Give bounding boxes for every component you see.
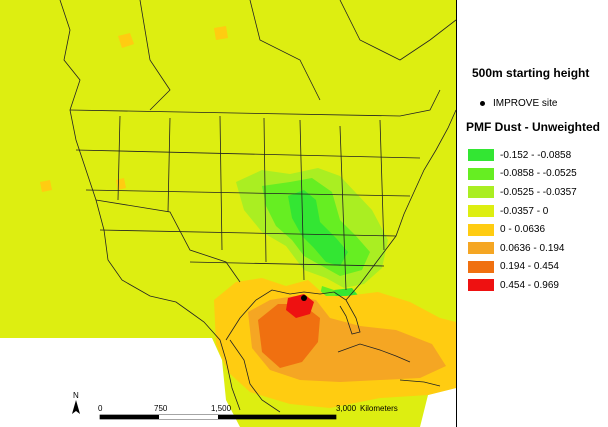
boundaries [59, 0, 456, 413]
dust-contribution-map: N 0 750 1,500 3,000 Kilometers [0, 0, 456, 427]
canada-province-lines [139, 0, 456, 111]
positive-speck [214, 26, 228, 40]
mexico-coast [229, 339, 281, 413]
legend-swatch [468, 242, 494, 255]
scale-tick-1500: 1,500 [211, 404, 232, 413]
legend-class-label: 0.194 - 0.454 [500, 261, 559, 273]
map-panel: N 0 750 1,500 3,000 Kilometers [0, 0, 456, 427]
legend-swatch [468, 167, 494, 180]
legend-swatch [468, 149, 494, 162]
canada-border [69, 89, 441, 117]
legend-swatch [468, 205, 494, 218]
positive-region-strong [258, 304, 320, 368]
north-arrow-label: N [73, 391, 79, 400]
legend-class-label: 0.454 - 0.969 [500, 279, 559, 291]
legend-site-entry: IMPROVE site [480, 98, 557, 109]
legend-class-row: 0 - 0.0636 [468, 220, 577, 239]
legend-class-row: 0.194 - 0.454 [468, 258, 577, 277]
positive-speck [118, 33, 134, 48]
legend-class-row: -0.0357 - 0 [468, 202, 577, 221]
legend-class-label: -0.0525 - -0.0357 [500, 186, 577, 198]
legend-class-row: 0.454 - 0.969 [468, 276, 577, 295]
black-dot-icon [480, 100, 485, 106]
legend-heading: PMF Dust - Unweighted [466, 120, 600, 134]
mexico-border [95, 199, 241, 283]
legend-class-row: -0.0858 - -0.0525 [468, 165, 577, 184]
scale-tick-3000: 3,000 [336, 404, 357, 413]
state-lines-vertical [117, 115, 385, 291]
scale-unit: Kilometers [360, 404, 398, 413]
scale-tick-750: 750 [154, 404, 168, 413]
gulf-coast-line [225, 289, 361, 341]
improve-site-marker [301, 295, 307, 301]
legend-swatch [468, 223, 494, 236]
legend-site-label: IMPROVE site [493, 98, 558, 109]
legend-class-row: -0.0525 - -0.0357 [468, 183, 577, 202]
legend-class-label: -0.0858 - -0.0525 [500, 168, 577, 180]
legend-class-label: 0.0636 - 0.194 [500, 242, 565, 254]
positive-region-peak [286, 294, 314, 318]
negative-region-strong [288, 190, 348, 266]
legend-class-label: -0.152 - -0.0858 [500, 149, 572, 161]
east-coast-line [345, 109, 456, 301]
no-data-area-southeast [420, 388, 456, 427]
legend-swatch [468, 186, 494, 199]
legend-class-row: 0.0636 - 0.194 [468, 239, 577, 258]
legend-title: 500m starting height [472, 66, 590, 80]
north-arrow: N [72, 391, 80, 414]
state-lines-horizontal [75, 149, 421, 267]
legend-swatch [468, 260, 494, 273]
map-border [456, 0, 457, 427]
legend-class-row: -0.152 - -0.0858 [468, 146, 577, 165]
no-data-area [0, 338, 240, 427]
west-coast-line [59, 0, 241, 411]
legend-class-label: 0 - 0.0636 [500, 224, 546, 236]
scale-bar: 0 750 1,500 3,000 Kilometers [98, 404, 398, 420]
legend-class-label: -0.0357 - 0 [500, 205, 549, 217]
caribbean-islands [337, 343, 441, 387]
scale-tick-0: 0 [98, 404, 103, 413]
legend-panel: 500m starting height IMPROVE site PMF Du… [458, 0, 608, 427]
legend-swatch [468, 279, 494, 292]
positive-speck [40, 180, 52, 192]
legend-class-list: -0.152 - -0.0858 -0.0858 - -0.0525 -0.0525… [468, 146, 577, 295]
